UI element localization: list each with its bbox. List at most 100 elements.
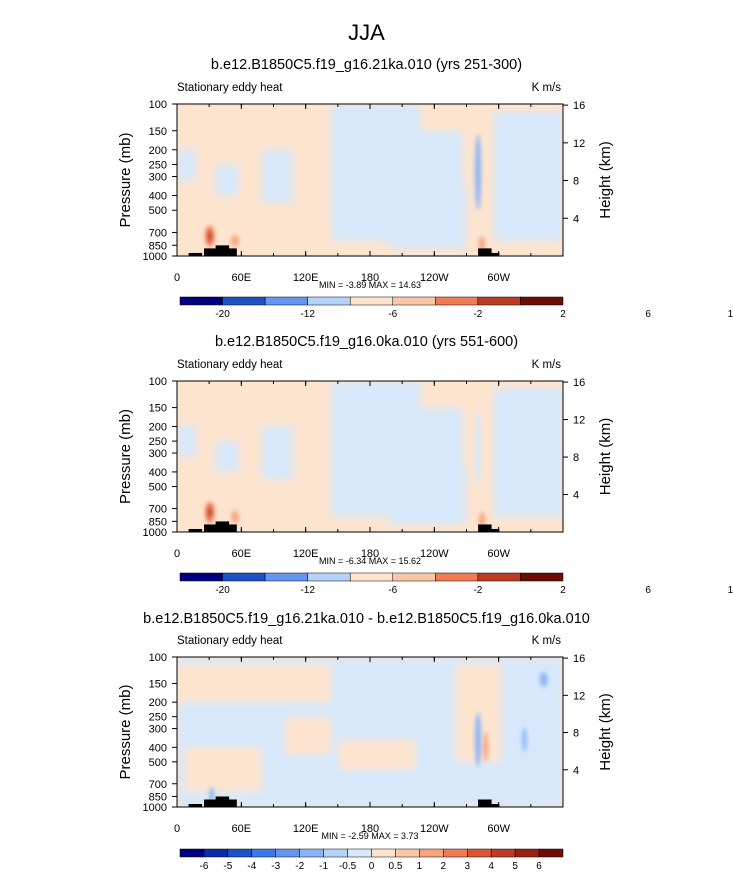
colorbar-label: -4	[247, 861, 256, 872]
colorbar-box	[435, 572, 479, 582]
contour-field	[177, 657, 563, 807]
topography-bar	[485, 252, 500, 256]
colorbar-box	[179, 296, 223, 306]
rockies-minimum	[474, 134, 482, 211]
panel-1: Stationary eddy heat K m/s 0 60E 120E 180 120W…	[117, 82, 733, 320]
blob	[522, 727, 527, 752]
topography-bar	[215, 796, 230, 807]
colorbar-label: 12	[728, 309, 733, 320]
min-max-label: MIN = -2.59 MAX = 3.73	[321, 831, 418, 841]
y-right-tick-label: 12	[573, 415, 585, 427]
region	[389, 187, 467, 249]
topography-bar	[485, 804, 500, 807]
x-tick-label: 60W	[487, 272, 510, 284]
rockies-minimum	[474, 411, 482, 487]
blob	[478, 512, 486, 528]
colorbar-box	[419, 848, 444, 858]
panel-3-title: b.e12.B1850C5.f19_g16.21ka.010 - b.e12.B…	[143, 611, 590, 627]
y-right-tick-label: 16	[573, 653, 585, 665]
colorbar-label: -0.5	[339, 861, 357, 872]
left-string: Stationary eddy heat	[177, 82, 283, 94]
y-tick-label: 250	[149, 159, 167, 171]
y-right-axis-label: Height (km)	[597, 693, 614, 771]
blob	[231, 510, 239, 523]
y-right-tick-label: 16	[573, 100, 585, 112]
blob	[474, 712, 482, 767]
units-label: K m/s	[532, 635, 562, 647]
y-tick-label: 150	[149, 403, 167, 415]
colorbar-box	[392, 296, 436, 306]
y-tick-label: 150	[149, 126, 167, 138]
y-axis-label: Pressure (mb)	[117, 409, 134, 504]
x-tick-label: 120E	[293, 548, 319, 560]
region	[177, 664, 332, 702]
colorbar-box	[349, 296, 394, 306]
x-tick-label: 0	[174, 823, 180, 835]
contour-field	[177, 104, 563, 256]
region	[184, 747, 262, 792]
colorbar-label: -2	[473, 585, 482, 596]
colorbar-box	[307, 296, 351, 306]
topography-bar	[204, 799, 218, 807]
panel-2: Stationary eddy heat K m/s 0 60E 120E 180 120W…	[117, 359, 733, 596]
y-tick-label: 850	[149, 791, 167, 803]
topography-bar	[223, 799, 237, 807]
field-regions	[177, 657, 563, 807]
colorbar-box	[264, 572, 308, 582]
blob	[478, 236, 486, 252]
y-tick-label: 1000	[143, 802, 167, 814]
y-right-tick-label: 8	[573, 728, 579, 740]
region	[177, 149, 197, 180]
y-right-axis-label: Height (km)	[597, 141, 614, 219]
y-right-tick-label: 8	[573, 452, 579, 464]
colorbar-label: 6	[645, 309, 651, 320]
blob	[209, 787, 215, 803]
blob	[231, 234, 239, 247]
y-right-tick-label: 12	[573, 690, 585, 702]
topography-bar	[188, 804, 203, 807]
field-extremes	[209, 672, 548, 803]
y-tick-label: 850	[149, 240, 167, 252]
colorbar: -20-12-6-2261220	[179, 296, 733, 320]
topography-bar	[188, 528, 203, 532]
x-tick-label: 60E	[232, 272, 252, 284]
western-atlantic-region	[493, 388, 563, 517]
colorbar-label: 2	[560, 309, 566, 320]
region	[215, 441, 239, 472]
colorbar-label: -12	[300, 585, 315, 596]
colorbar-box	[477, 296, 521, 306]
contour-field	[177, 381, 563, 532]
colorbar-box	[179, 848, 205, 858]
y-tick-label: 300	[149, 448, 167, 460]
colorbar-box	[514, 848, 540, 858]
colorbar-box	[307, 572, 351, 582]
y-tick-label: 250	[149, 436, 167, 448]
x-tick-label: 0	[174, 272, 180, 284]
y-right-tick-label: 4	[573, 213, 579, 225]
region	[389, 464, 467, 525]
heat-core	[207, 507, 213, 518]
colorbar-box	[203, 848, 229, 858]
y-tick-label: 200	[149, 697, 167, 709]
y-tick-label: 100	[149, 376, 167, 388]
y-tick-label: 400	[149, 467, 167, 479]
field-extremes	[205, 411, 486, 528]
colorbar-label: -2	[295, 861, 304, 872]
colorbar-box	[264, 296, 308, 306]
colorbar-label: 6	[645, 585, 651, 596]
colorbar-label: -1	[319, 861, 328, 872]
field-regions	[177, 104, 563, 249]
topography-bar	[215, 521, 230, 532]
colorbar-label: -2	[473, 309, 482, 320]
units-label: K m/s	[532, 359, 562, 371]
field-regions	[177, 381, 563, 525]
colorbar: -20-12-6-2261220	[179, 572, 733, 596]
min-max-label: MIN = -6.34 MAX = 15.62	[319, 556, 421, 566]
colorbar-label: -6	[388, 585, 397, 596]
colorbar-label: 0.5	[388, 861, 402, 872]
colorbar-box	[520, 572, 564, 582]
figure-title: JJA	[348, 20, 385, 45]
y-tick-label: 150	[149, 678, 167, 690]
y-tick-label: 1000	[143, 251, 167, 263]
